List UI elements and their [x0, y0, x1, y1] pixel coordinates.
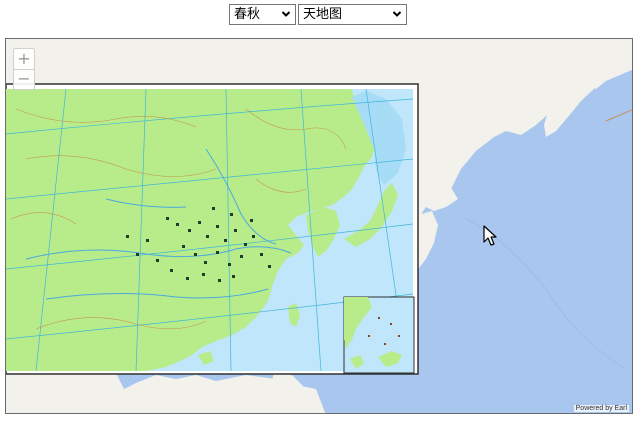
overlay-japan — [344, 183, 398, 247]
map-attribution: Powered by Earl — [573, 405, 629, 412]
period-select-value: 春秋 — [234, 7, 261, 22]
boundary-line — [605, 109, 632, 122]
landmass-south — [6, 373, 326, 413]
overlay-rivers — [25, 148, 292, 300]
overlay-taiwan — [288, 303, 300, 327]
inset-land — [344, 297, 372, 349]
map-viewport[interactable]: + − Powered by Earl — [5, 38, 633, 414]
island-north — [420, 105, 440, 189]
landmass-peninsula — [544, 59, 612, 137]
island-honshu — [418, 211, 438, 269]
overlay-terrain — [10, 108, 347, 330]
chevron-down-icon — [392, 11, 402, 17]
island-taiwan-south — [268, 373, 306, 413]
chevron-down-icon — [281, 11, 291, 17]
inset-dots — [368, 317, 400, 345]
overlay-hainan — [198, 351, 214, 365]
zoom-in-icon[interactable]: + — [14, 49, 34, 70]
map-canvas[interactable] — [6, 39, 633, 414]
layer-select[interactable]: 天地图 — [298, 4, 407, 25]
toolbar: 春秋 天地图 — [0, 0, 639, 30]
overlay-korea — [306, 207, 340, 257]
mouse-cursor-icon — [483, 225, 497, 246]
layer-select-value: 天地图 — [303, 7, 343, 22]
overlay-inset-map — [343, 296, 415, 374]
period-select[interactable]: 春秋 — [229, 4, 296, 25]
inset-islands — [350, 351, 402, 369]
zoom-out-icon[interactable]: − — [17, 69, 31, 88]
historic-map-overlay — [6, 83, 419, 375]
overlay-settlements — [126, 207, 271, 282]
overlay-coastal-sea — [352, 91, 406, 185]
zoom-control: + − — [13, 48, 35, 90]
island-hokkaido — [424, 187, 458, 211]
